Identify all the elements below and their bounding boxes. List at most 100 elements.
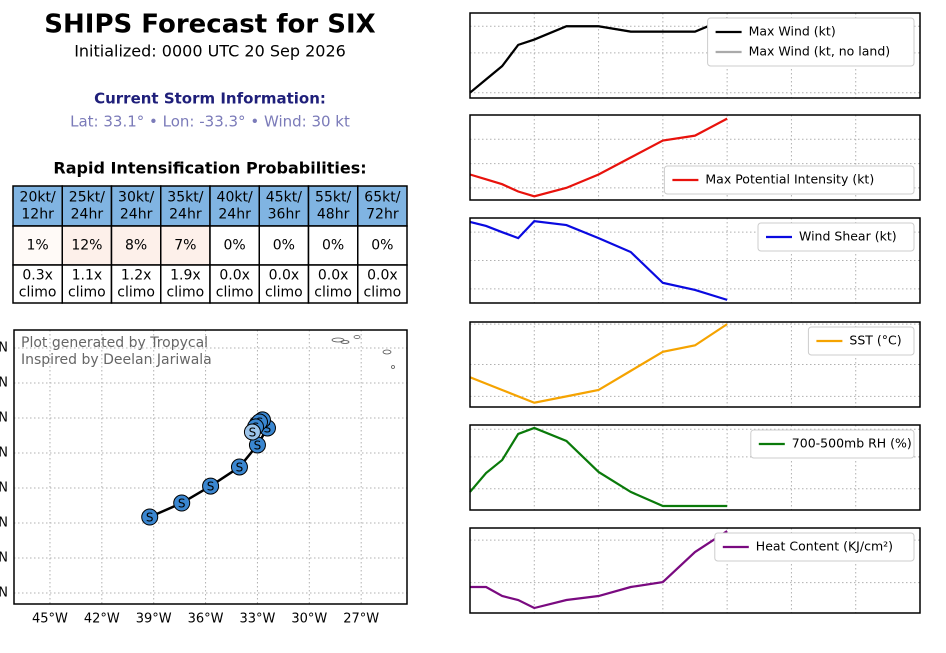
track: SSSSSSSSSSS — [141, 411, 276, 526]
ri-title: Rapid Intensification Probabilities: — [53, 159, 366, 178]
table-cell-line: 45kt/ — [266, 190, 302, 206]
map-x-tick-label: 39°W — [136, 612, 172, 627]
table-header-cell — [12, 185, 63, 227]
legend-label: Max Wind (kt) — [749, 24, 836, 39]
table-cell-text: 0% — [322, 238, 344, 254]
table-cell-text: 0% — [224, 238, 246, 254]
table-cell-text: 55kt/48hr — [315, 190, 351, 223]
track-point — [173, 494, 191, 512]
map-x-tick-label: 33°W — [239, 612, 275, 627]
table-cell-line: climo — [364, 285, 402, 301]
table-cell-text: 35kt/24hr — [167, 190, 203, 223]
map-y-tick-label: 24°N — [0, 585, 8, 600]
table-cell-line: 55kt/ — [315, 190, 351, 206]
table-cell-line: climo — [167, 285, 205, 301]
storm-heading: Current Storm Information: — [94, 90, 326, 108]
table-cell-text: 20kt/12hr — [20, 190, 56, 223]
track-point-label: S — [236, 461, 244, 475]
table-cell-text: 0% — [273, 238, 295, 254]
table-cell-line: 48hr — [317, 207, 350, 223]
legend-box — [750, 429, 915, 459]
table-cell-line: 1.1x — [72, 268, 103, 284]
table-header-cell — [258, 185, 310, 227]
table-cell — [61, 225, 113, 266]
track-point-label: S — [178, 497, 186, 511]
table-cell-text: 40kt/24hr — [217, 190, 253, 223]
panel-frame — [469, 424, 921, 511]
table-cell — [160, 264, 211, 304]
map-x-tick-label: 42°W — [84, 612, 120, 627]
table-cell-line: 0.0x — [269, 268, 300, 284]
table-cell-line: 1.9x — [170, 268, 201, 284]
table-cell-text: 0.0x climo — [364, 268, 402, 301]
track-point-label: S — [207, 480, 215, 494]
table-cell-text: 0.3x climo — [19, 268, 57, 301]
table-cell-text: 0.0x climo — [314, 268, 352, 301]
map-frame — [13, 329, 408, 605]
legend-label: Wind Shear (kt) — [799, 229, 897, 244]
table-cell-line: 36hr — [268, 207, 301, 223]
table-cell-text: 1.2x climo — [117, 268, 155, 301]
series-line — [470, 530, 728, 610]
track-point-label: S — [264, 421, 272, 435]
table-cell — [357, 264, 408, 304]
series-line — [469, 323, 728, 404]
table-cell-line: climo — [265, 285, 303, 301]
map-y-tick-label: 34°N — [0, 411, 8, 426]
table-cell-line: climo — [117, 285, 155, 301]
table-cell-text: 1.1x climo — [68, 268, 106, 301]
map-background — [14, 330, 407, 604]
table-cell-line: climo — [216, 285, 254, 301]
table-cell-line: 12hr — [21, 207, 54, 223]
table-cell-text: 25kt/24hr — [69, 190, 105, 223]
title: SHIPS Forecast for SIX — [44, 10, 375, 40]
table-cell — [12, 264, 63, 304]
table-cell-line: 0.0x — [318, 268, 349, 284]
panel-frame — [469, 12, 921, 99]
track-point — [230, 458, 248, 476]
map-x-tick-label: 30°W — [291, 612, 327, 627]
legend-box — [714, 532, 915, 562]
panel-frame — [469, 321, 921, 408]
table-cell-text: 65kt/72hr — [364, 190, 400, 223]
subtitle: Initialized: 0000 UTC 20 Sep 2026 — [74, 42, 346, 61]
map-y-tick-label: 28°N — [0, 515, 8, 530]
table-cell-line: 65kt/ — [364, 190, 400, 206]
map-annotation: Plot generated by Tropycal — [21, 335, 208, 351]
track-point-label: S — [254, 438, 262, 452]
map-y-tick-label: 32°N — [0, 446, 8, 461]
legend-label: Heat Content (KJ/cm²) — [756, 539, 893, 554]
table-cell-text: 12% — [71, 238, 102, 254]
table-cell-line: climo — [19, 285, 57, 301]
table-cell-text: 30kt/24hr — [118, 190, 154, 223]
table-cell-line: 35kt/ — [167, 190, 203, 206]
table-cell-line: 1.2x — [121, 268, 152, 284]
track-point — [141, 508, 159, 526]
legend-box — [663, 165, 915, 195]
legend-box — [757, 222, 915, 252]
table-cell-line: 24hr — [169, 207, 202, 223]
table-header-cell — [357, 185, 408, 227]
track-point-label: S — [249, 426, 257, 440]
island — [382, 349, 392, 355]
table-cell — [209, 264, 260, 304]
legend-label: 700-500mb RH (%) — [792, 436, 912, 451]
series-line — [469, 426, 728, 508]
table-cell-line: 40kt/ — [217, 190, 253, 206]
track-point — [202, 477, 220, 495]
table-cell-line: 24hr — [71, 207, 104, 223]
map-x-tick-label: 36°W — [188, 612, 224, 627]
table-cell-text: 0% — [371, 238, 393, 254]
table-cell-line: 0.3x — [22, 268, 53, 284]
table-cell-line: 0.0x — [367, 268, 398, 284]
table-cell-line: climo — [68, 285, 106, 301]
storm-info: Lat: 33.1° • Lon: -33.3° • Wind: 30 kt — [70, 113, 350, 131]
table-cell-line: climo — [314, 285, 352, 301]
table-cell-line: 24hr — [218, 207, 251, 223]
series-line — [469, 219, 728, 301]
legend-label: Max Potential Intensity (kt) — [705, 172, 874, 187]
table-cell-line: 20kt/ — [20, 190, 56, 206]
legend-box — [707, 17, 915, 67]
table-cell-line: 25kt/ — [69, 190, 105, 206]
